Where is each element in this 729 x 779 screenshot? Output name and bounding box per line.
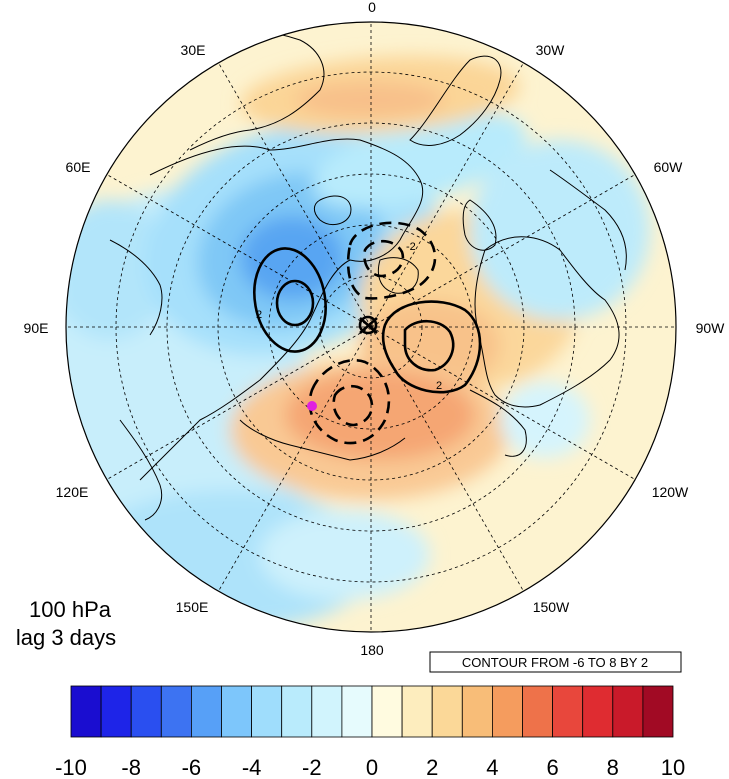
contour-label-right: 2: [436, 380, 442, 392]
colorbar-cell: [522, 685, 554, 738]
colorbar-tick-label: 6: [546, 755, 558, 779]
lag-label: lag 3 days: [16, 625, 116, 650]
lon-label-120w: 120W: [652, 484, 689, 500]
lon-label-60e: 60E: [66, 159, 91, 175]
colorbar-cell: [371, 685, 403, 738]
colorbar-cell: [431, 685, 463, 738]
event-marker: [307, 401, 317, 411]
colorbar-tick-label: 10: [661, 755, 685, 779]
colorbar-tick-label: 2: [426, 755, 438, 779]
colorbar-cell: [100, 685, 132, 738]
lon-label-150w: 150W: [533, 599, 570, 615]
meridian-line: [106, 326, 372, 480]
colorbar-tick-label: 8: [607, 755, 619, 779]
graticule: [66, 22, 676, 632]
lon-label-0: 0: [368, 0, 376, 15]
colorbar-cell: [491, 685, 523, 738]
colorbar-tick-label: -2: [302, 755, 322, 779]
level-label: 100 hPa: [29, 597, 112, 622]
map-boundary: [65, 21, 677, 633]
anomaly-shading: 2 2 -2: [66, 22, 676, 632]
contour-info-box: CONTOUR FROM -6 TO 8 BY 2: [429, 651, 682, 673]
colorbar-cell: [251, 685, 283, 738]
meridian-line: [370, 62, 524, 328]
meridian-line: [370, 326, 636, 480]
lon-label-30e: 30E: [181, 42, 206, 58]
colorbar-tick-label: -4: [242, 755, 262, 779]
colorbar-cell: [281, 685, 313, 738]
colorbar-tick-label: 0: [366, 755, 378, 779]
colorbar-cells: [70, 685, 674, 738]
colorbar-cell: [221, 685, 253, 738]
longitude-labels: 0 30W 60W 90W 120W 150W 180 150E 120E 90…: [24, 0, 726, 658]
meridian-line: [218, 326, 372, 592]
contour-label-left: 2: [256, 309, 262, 321]
meridian-line: [370, 174, 636, 328]
polar-map: 2 2 -2: [65, 21, 677, 633]
lon-label-150e: 150E: [176, 599, 209, 615]
lon-label-90w: 90W: [696, 320, 726, 336]
lon-label-60w: 60W: [654, 159, 684, 175]
colorbar-tick-label: -8: [121, 755, 141, 779]
colorbar-cell: [341, 685, 373, 738]
colorbar-cell: [190, 685, 222, 738]
anomaly-contours: [253, 221, 482, 445]
colorbar-tick-label: 4: [486, 755, 498, 779]
colorbar-tick-label: -10: [55, 755, 87, 779]
lon-label-180: 180: [360, 642, 384, 658]
lon-label-120e: 120E: [56, 484, 89, 500]
colorbar-cell: [70, 685, 102, 738]
colorbar-cell: [582, 685, 614, 738]
meridian-line: [106, 174, 372, 328]
colorbar-cell: [160, 685, 192, 738]
colorbar-cell: [311, 685, 343, 738]
lon-label-90e: 90E: [24, 320, 49, 336]
colorbar-cell: [461, 685, 493, 738]
contour-label-dashed: -2: [406, 241, 416, 253]
colorbar-tick-labels: -10 -8 -6 -4 -2 0 2 4 6 8 10: [55, 755, 685, 779]
colorbar-cell: [401, 685, 433, 738]
contour-info-text: CONTOUR FROM -6 TO 8 BY 2: [462, 655, 648, 670]
colorbar-cell: [642, 685, 674, 738]
lon-label-30w: 30W: [536, 42, 566, 58]
colorbar: -10 -8 -6 -4 -2 0 2 4 6 8 10: [55, 685, 685, 779]
colorbar-cell: [552, 685, 584, 738]
colorbar-cell: [130, 685, 162, 738]
colorbar-cell: [612, 685, 644, 738]
colorbar-tick-label: -6: [182, 755, 202, 779]
meridian-line: [218, 62, 372, 328]
